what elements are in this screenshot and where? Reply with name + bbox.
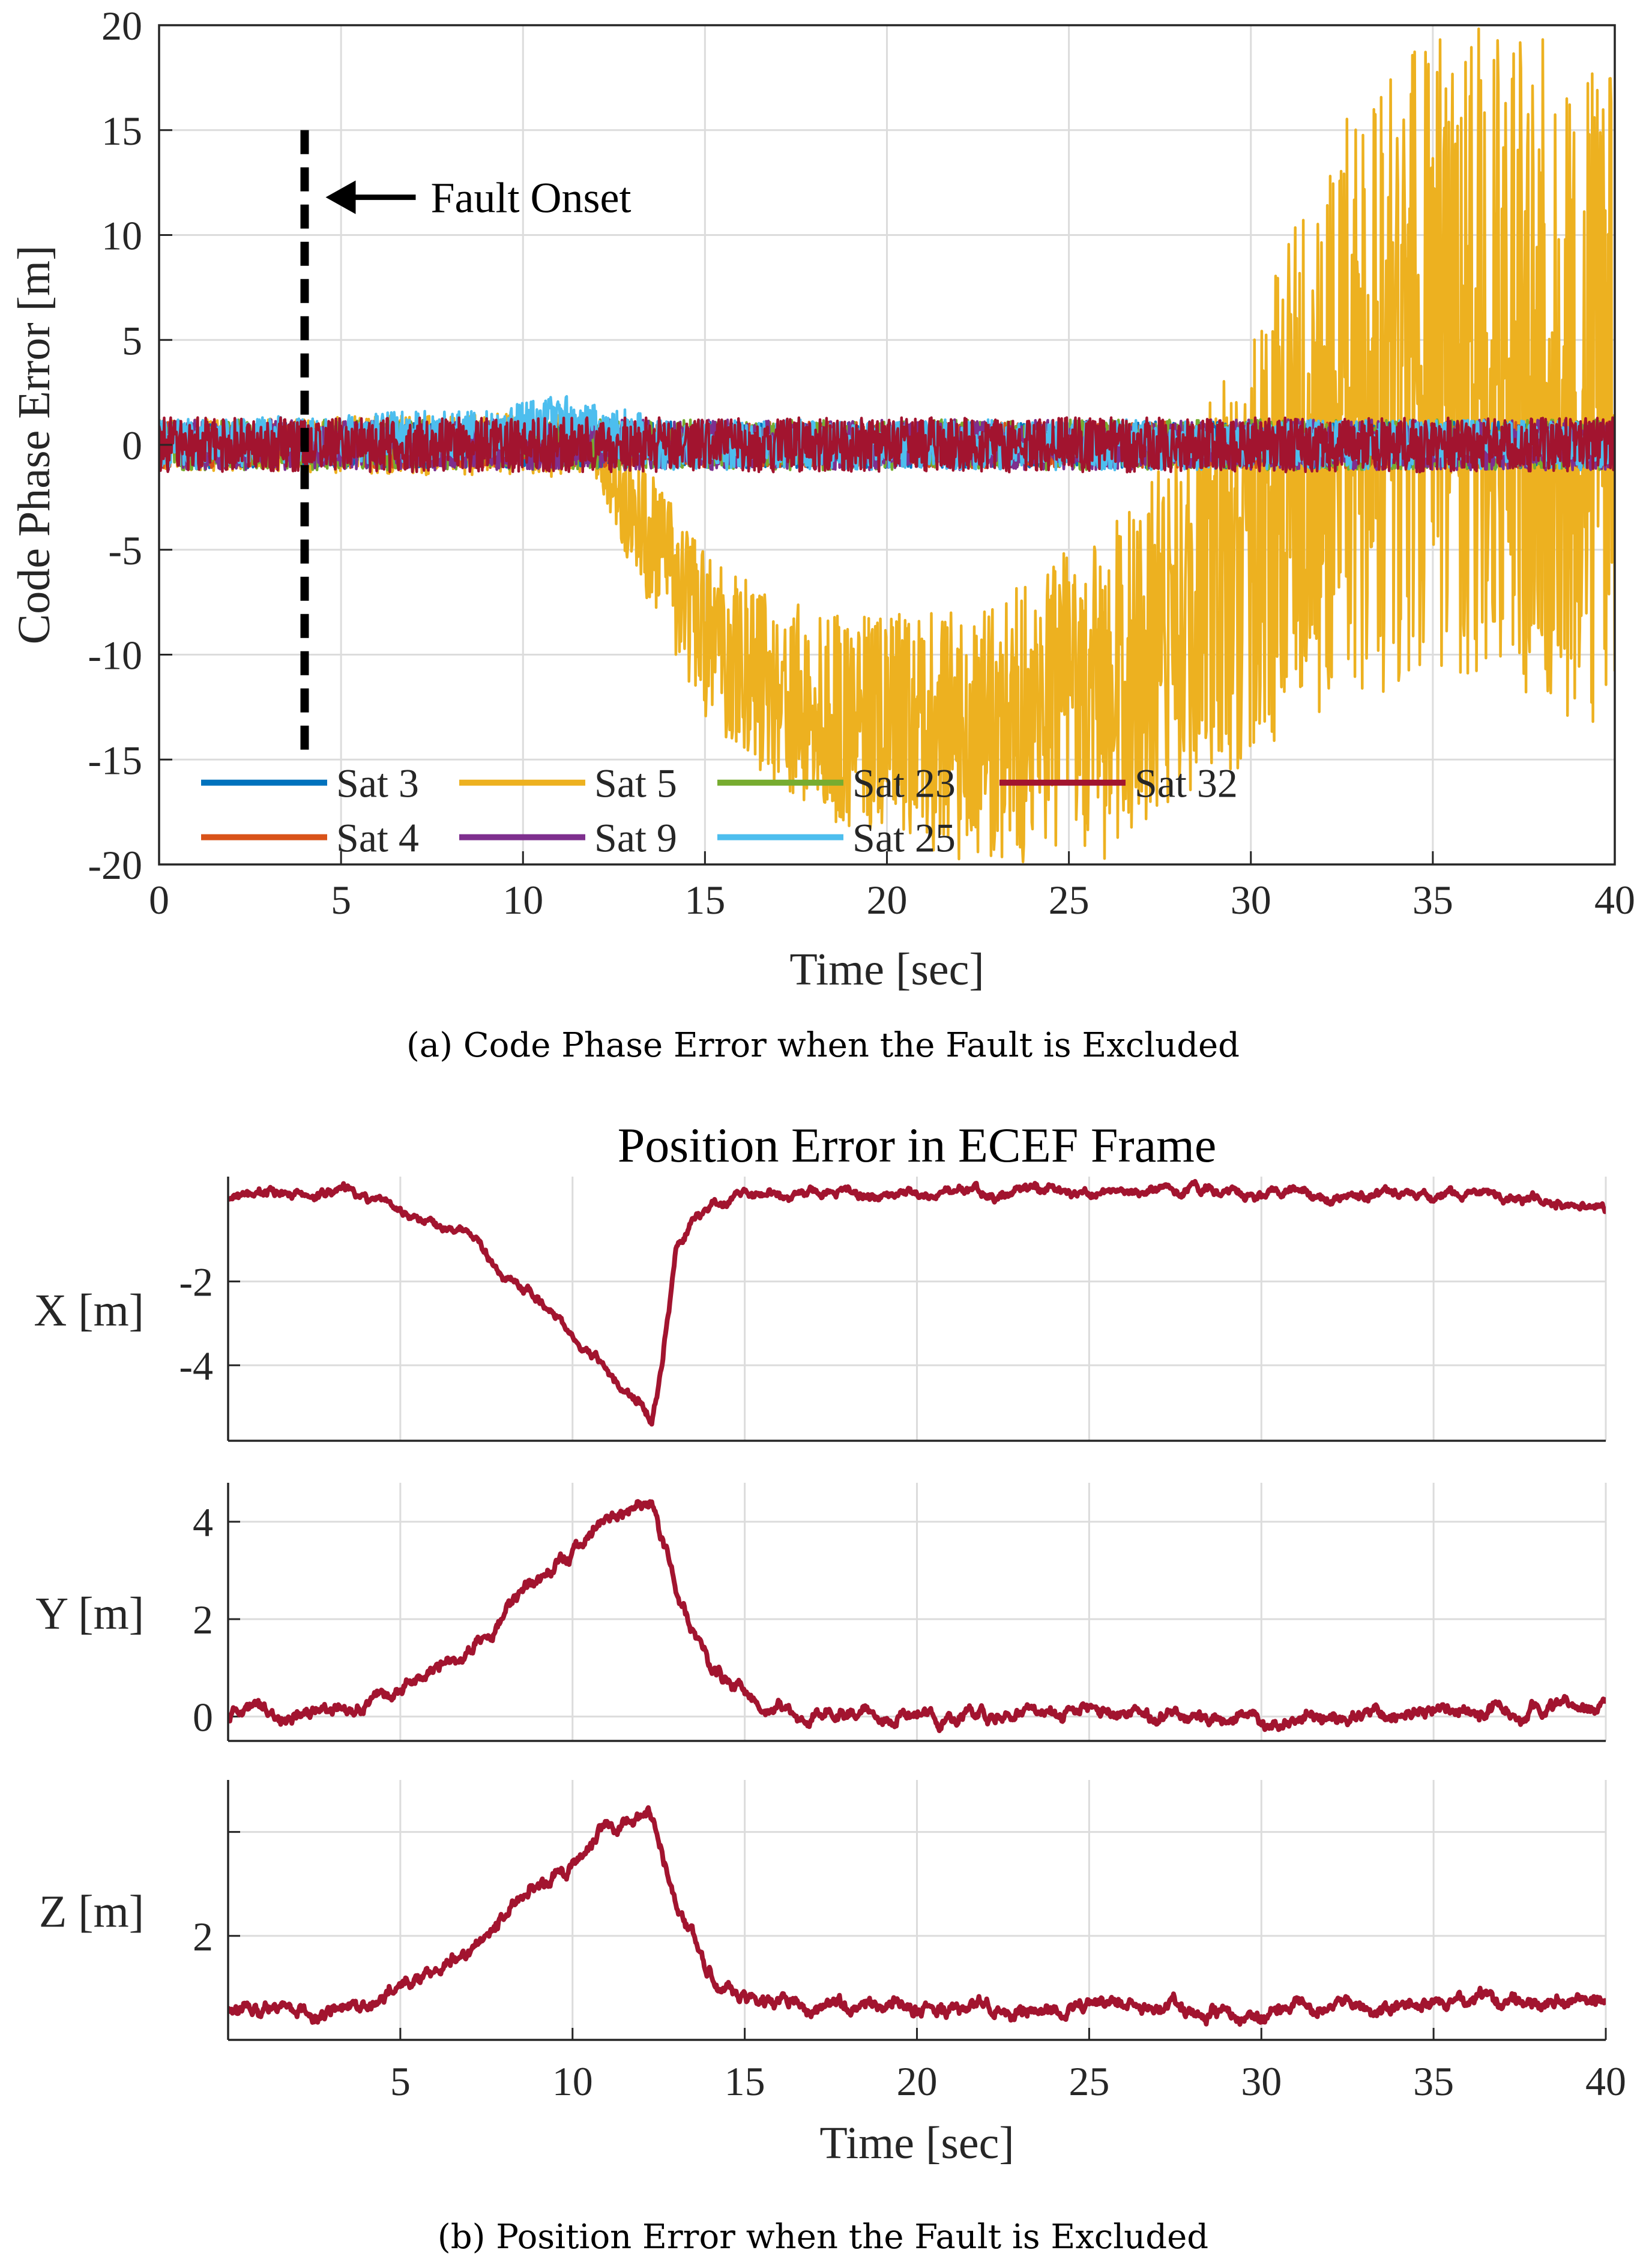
series-group-a: [159, 27, 1615, 863]
position-error-line: [228, 1805, 1606, 2027]
x-tick-label: 5: [390, 2058, 411, 2104]
caption-b: (b) Position Error when the Fault is Exc…: [438, 2218, 1208, 2257]
x-tick-label: 10: [552, 2058, 593, 2104]
y-tick-label: 2: [193, 1597, 213, 1642]
x-axis-label-a: Time [sec]: [789, 944, 984, 995]
y-tick-label: -10: [88, 633, 142, 678]
x-tick-label: 30: [1241, 2058, 1282, 2104]
x-tick-label: 35: [1412, 877, 1453, 923]
y-tick-label: 15: [101, 108, 142, 154]
x-tick-label: 30: [1231, 877, 1271, 923]
position-error-chart: Position Error in ECEF Frame -2 -4 X [m] 4 2…: [34, 1118, 1626, 2257]
axis-ticks-a: 0 5 10 15 20 25 30 35 40 20 15 10 5 0 -5 -10 -15 -20: [88, 3, 1635, 923]
x-tick-label: 5: [331, 877, 351, 923]
annotation-arrow-head: [325, 180, 356, 214]
legend-label: Sat 4: [336, 815, 419, 861]
chart-title-b: Position Error in ECEF Frame: [618, 1118, 1217, 1172]
x-axis-label-b: Time [sec]: [819, 2118, 1014, 2168]
y-tick-label: 0: [193, 1694, 213, 1740]
x-tick-label: 40: [1585, 2058, 1626, 2104]
legend-label: Sat 9: [594, 815, 677, 861]
subplot-z: 2 Z [m] 5 10 15 20 25 30 35 40: [39, 1780, 1626, 2104]
position-error-line: [228, 1178, 1606, 1427]
y-tick-label: -20: [88, 842, 142, 888]
subplot-x: -2 -4 X [m]: [34, 1177, 1607, 1442]
x-tick-label: 10: [502, 877, 543, 923]
y-tick-label: 4: [193, 1500, 213, 1545]
y-tick-label: -15: [88, 737, 142, 783]
y-tick-label: -2: [179, 1259, 213, 1305]
legend-a: Sat 3 Sat 5 Sat 23 Sat 32 Sat 4 Sat 9 Sat 25: [201, 761, 1238, 861]
y-tick-label: -4: [179, 1343, 213, 1389]
y-tick-label: 20: [101, 3, 142, 49]
series-line-sat-32: [159, 416, 1615, 474]
annotation-a: Fault Onset: [325, 174, 632, 222]
x-tick-label: 0: [149, 877, 169, 923]
x-tick-label: 20: [867, 877, 908, 923]
fault-onset-label: Fault Onset: [431, 174, 632, 222]
position-error-line: [228, 1499, 1606, 1733]
legend-label: Sat 23: [852, 761, 956, 806]
caption-a: (a) Code Phase Error when the Fault is E…: [406, 1026, 1240, 1065]
y-tick-label: 0: [122, 423, 142, 468]
x-tick-label: 15: [684, 877, 725, 923]
y-tick-label: -5: [108, 528, 142, 573]
x-tick-label: 20: [897, 2058, 938, 2104]
x-tick-label: 35: [1413, 2058, 1454, 2104]
y-tick-label: 5: [122, 318, 142, 363]
x-tick-label: 15: [725, 2058, 765, 2104]
y-axis-label-x: X [m]: [34, 1285, 144, 1336]
y-axis-label-z: Z [m]: [39, 1887, 144, 1937]
x-tick-label: 25: [1069, 2058, 1109, 2104]
legend-label: Sat 5: [594, 761, 677, 806]
legend-label: Sat 25: [852, 815, 956, 861]
y-axis-label-a: Code Phase Error [m]: [9, 246, 59, 645]
x-tick-label: 40: [1594, 877, 1635, 923]
y-tick-label: 10: [101, 213, 142, 259]
y-axis-label-y: Y [m]: [35, 1588, 144, 1639]
y-tick-label: 2: [193, 1914, 213, 1959]
legend-label: Sat 3: [336, 761, 419, 806]
x-tick-label: 25: [1049, 877, 1090, 923]
code-phase-error-chart: 0 5 10 15 20 25 30 35 40 20 15 10 5 0 -5 -10 -15 -20 Sat …: [9, 3, 1635, 1065]
subplot-y: 4 2 0 Y [m]: [35, 1483, 1607, 1742]
legend-label: Sat 32: [1135, 761, 1238, 806]
